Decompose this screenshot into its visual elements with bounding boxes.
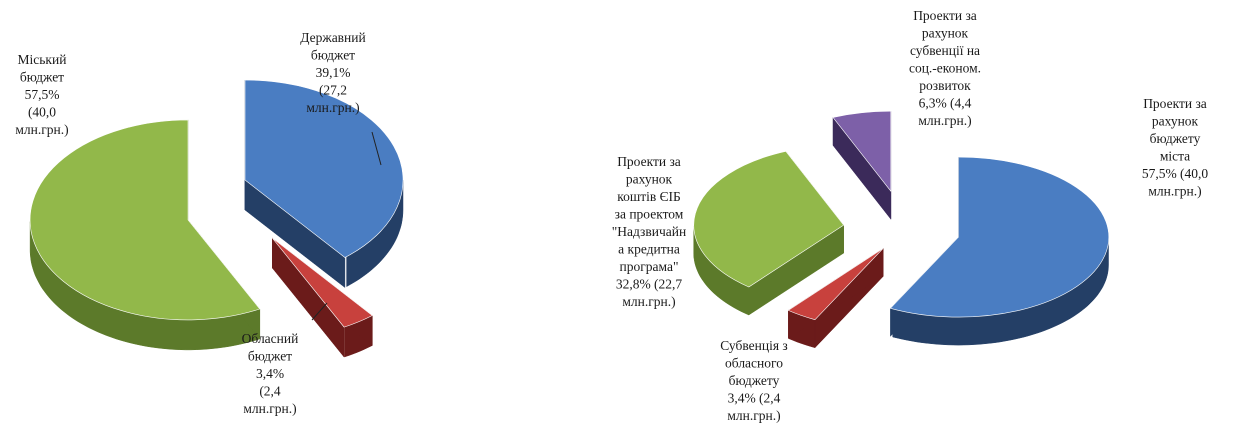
slice-label-line: Проекти за (913, 8, 977, 23)
slice-label-line: Субвенція з (720, 338, 788, 353)
slice-label-line: бюджет (20, 70, 64, 85)
slice-label-line: 57,5% (25, 87, 60, 102)
pie-chart-1: Державний бюджет 39,1% (27,2 млн.грн.)Обласн… (15, 30, 404, 416)
slice-label-derzh: Державний бюджет 39,1% (27,2 млн.грн.) (300, 30, 365, 115)
slice-label-line: Обласний (242, 331, 299, 346)
slice-label-line: млн.грн.) (622, 294, 675, 309)
slice-label-line: рахунок (1152, 114, 1199, 129)
slice-label-line: обласного (725, 356, 783, 371)
slice-label-line: млн.грн.) (243, 401, 296, 416)
pie-slice-cib-top (693, 150, 845, 288)
slice-label-line: 3,4% (256, 366, 284, 381)
pie-slice-subventsii_rozvytok (832, 110, 892, 220)
slice-label-line: а кредитна (618, 242, 680, 257)
slice-label-line: млн.грн.) (918, 113, 971, 128)
slice-label-line: субвенції на (910, 43, 980, 58)
slice-label-line: бюджету (729, 373, 780, 388)
slice-label-line: (2,4 (259, 384, 281, 399)
slice-label-line: Державний (300, 30, 365, 45)
slice-label-line: млн.грн.) (727, 408, 780, 423)
slice-label-line: коштів ЄІБ (617, 189, 681, 204)
slice-label-line: бюджету (1150, 131, 1201, 146)
slice-label-line: 32,8% (22,7 (616, 277, 683, 292)
pie-slice-oblast-top (272, 237, 373, 328)
slice-label-line: соц.-економ. (909, 61, 981, 76)
slice-label-line: (40,0 (28, 105, 56, 120)
slice-label-line: 39,1% (316, 65, 351, 80)
slice-label-line: 3,4% (2,4 (728, 391, 781, 406)
slice-label-line: (27,2 (319, 83, 347, 98)
slice-label-budget_mista: Проекти за рахунок бюджету міста 57,5% (40,0… (1142, 96, 1209, 199)
pie-slice-budget_mista-top (889, 156, 1110, 318)
slice-label-line: за проектом (615, 207, 684, 222)
pie-slice-misk-top (29, 119, 261, 321)
pie-slice-subventsii_rozvytok-top (832, 110, 892, 193)
pie-slice-subventsia_oblast-top (787, 248, 884, 321)
slice-label-line: бюджет (311, 48, 355, 63)
pie-slice-budget_mista (889, 156, 1110, 346)
pie-slice-subventsia_oblast (787, 247, 884, 349)
slice-label-subventsia_oblast: Субвенція з обласного бюджету 3,4% (2,4 млн.… (720, 338, 788, 423)
slice-label-line: млн.грн.) (15, 122, 68, 137)
slice-label-line: Міський (18, 52, 67, 67)
label-leader-derzh (371, 131, 382, 166)
pie-slice-derzh-top (244, 79, 404, 258)
slice-label-line: Проекти за (617, 154, 681, 169)
slice-label-line: Проекти за (1143, 96, 1207, 111)
slice-label-misk: Міський бюджет 57,5% (40,0 млн.грн.) (15, 52, 68, 137)
slice-label-line: бюджет (248, 349, 292, 364)
label-leader-oblast (311, 302, 328, 321)
slice-label-line: "Надзвичайн (612, 224, 686, 239)
slice-label-line: рахунок (626, 172, 673, 187)
pie-slice-derzh (244, 79, 404, 289)
slice-label-oblast: Обласний бюджет 3,4% (2,4 млн.грн.) (242, 331, 299, 416)
slice-label-cib: Проекти за рахунок коштів ЄІБ за проектом "Н… (612, 154, 686, 309)
pie-slice-cib (693, 150, 845, 316)
slice-label-line: 6,3% (4,4 (919, 96, 972, 111)
slice-label-line: млн.грн.) (1148, 184, 1201, 199)
pie-slice-oblast (272, 237, 373, 358)
slice-label-line: 57,5% (40,0 (1142, 166, 1209, 181)
slice-label-line: міста (1160, 149, 1190, 164)
pie-slice-misk (29, 119, 261, 351)
pie-chart-2: Проекти за рахунок бюджету міста 57,5% (40,0… (612, 8, 1209, 423)
slice-label-line: млн.грн.) (306, 100, 359, 115)
slice-label-line: рахунок (922, 26, 969, 41)
slice-label-line: програма" (620, 259, 679, 274)
slice-label-line: розвиток (919, 78, 971, 93)
slice-label-subventsii_rozvytok: Проекти за рахунок субвенції на соц.-економ… (909, 8, 981, 128)
